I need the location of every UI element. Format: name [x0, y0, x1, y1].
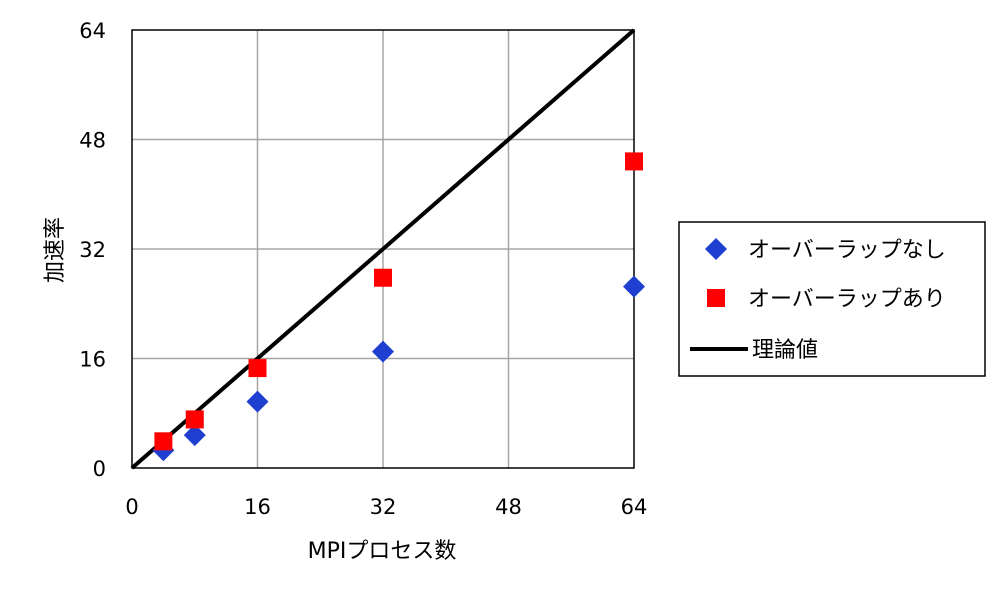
- legend-label: オーバーラップなし: [748, 238, 946, 263]
- no-overlap-point: [183, 424, 206, 447]
- legend-label: 理論値: [752, 338, 818, 363]
- theory-line: [130, 28, 636, 470]
- data-marks: [130, 28, 645, 470]
- no-overlap-point: [372, 340, 394, 363]
- x-tick-label: 48: [495, 495, 522, 519]
- x-tick-label: 0: [125, 495, 138, 519]
- y-tick-label: 64: [79, 19, 106, 43]
- plot-frame: [131, 29, 635, 469]
- overlap-point: [248, 359, 267, 378]
- x-tick-label: 32: [370, 495, 397, 519]
- legend-marker-swatch: [705, 238, 727, 260]
- no-overlap-point: [246, 390, 269, 413]
- overlap-point: [185, 410, 204, 429]
- y-tick-label: 32: [79, 238, 106, 262]
- x-tick-label: 16: [244, 495, 271, 519]
- tick-labels: 0 16 32 48 64 0 16 32 48 64: [79, 19, 647, 519]
- legend-label: オーバーラップあり: [748, 287, 946, 312]
- legend-marker-swatch: [707, 289, 725, 307]
- y-axis-title: 加速率: [43, 217, 68, 283]
- x-axis-title: MPIプロセス数: [308, 539, 457, 564]
- overlap-point: [154, 432, 173, 451]
- y-tick-label: 16: [79, 348, 106, 372]
- x-tick-label: 64: [621, 495, 648, 519]
- overlap-point: [625, 152, 643, 171]
- overlap-point: [374, 268, 392, 287]
- y-tick-label: 0: [93, 457, 106, 481]
- y-tick-label: 48: [79, 129, 106, 153]
- no-overlap-point: [623, 275, 645, 298]
